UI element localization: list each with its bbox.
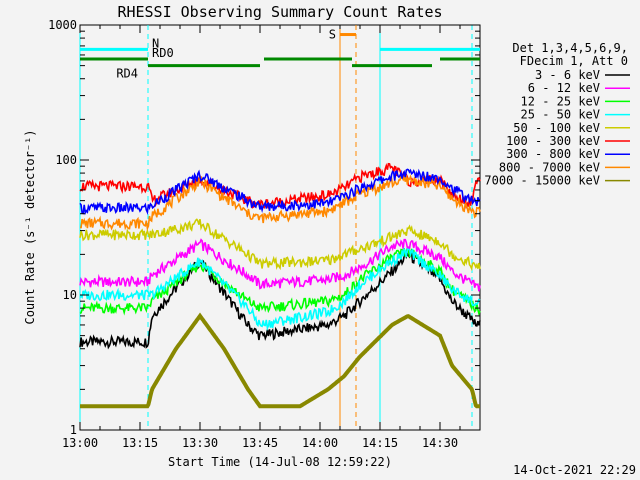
series-line bbox=[79, 247, 481, 332]
annotation-label: N bbox=[152, 36, 159, 50]
annotation-label: RD4 bbox=[116, 67, 138, 81]
legend-entry: 12 - 25 keV bbox=[521, 94, 600, 108]
x-tick-label: 13:00 bbox=[62, 436, 98, 450]
series-line bbox=[79, 218, 481, 272]
x-tick-label: 13:30 bbox=[182, 436, 218, 450]
y-axis-label: Count Rate (s⁻¹ detector⁻¹) bbox=[23, 129, 37, 324]
vertical-markers bbox=[79, 25, 473, 430]
x-tick-label: 13:15 bbox=[122, 436, 158, 450]
timestamp: 14-Oct-2021 22:29 bbox=[513, 463, 636, 477]
chart-title: RHESSI Observing Summary Count Rates bbox=[117, 3, 442, 21]
legend-header-1: Det 1,3,4,5,6,9, bbox=[512, 41, 628, 55]
legend-entry: 6 - 12 keV bbox=[528, 81, 600, 95]
legend-entry: 25 - 50 keV bbox=[521, 108, 600, 122]
legend-entry: 7000 - 15000 keV bbox=[484, 174, 600, 188]
series-line bbox=[80, 312, 480, 409]
series-line bbox=[79, 168, 481, 216]
y-tick-label: 1000 bbox=[48, 18, 77, 32]
series-line bbox=[79, 238, 481, 292]
plot-frame bbox=[79, 24, 481, 431]
series-line bbox=[79, 162, 481, 210]
x-tick-label: 14:15 bbox=[362, 436, 398, 450]
legend-entry: 50 - 100 keV bbox=[513, 121, 600, 135]
legend-entry: 100 - 300 keV bbox=[506, 134, 600, 148]
legend-entry: 800 - 7000 keV bbox=[499, 160, 600, 174]
x-tick-label: 14:00 bbox=[302, 436, 338, 450]
y-tick-label: 100 bbox=[55, 153, 77, 167]
series-line bbox=[79, 249, 481, 350]
series-layer bbox=[79, 162, 481, 409]
series-line bbox=[79, 173, 481, 232]
annotation-label: S bbox=[329, 28, 336, 42]
axis-ticks: 13:00 13:15 13:30 13:45 14:00 14:15 14:30 1 10 10… bbox=[48, 18, 481, 450]
legend-entry: 3 - 6 keV bbox=[535, 68, 600, 82]
legend: Det 1,3,4,5,6,9, FDecim 1, Att 0 3 - 6 k… bbox=[484, 41, 630, 188]
x-tick-label: 13:45 bbox=[242, 436, 278, 450]
x-axis-label: Start Time (14-Jul-08 12:59:22) bbox=[168, 455, 392, 469]
annotation-label: RD0 bbox=[152, 46, 174, 60]
legend-entry: 300 - 800 keV bbox=[506, 147, 600, 161]
y-tick-label: 10 bbox=[63, 288, 77, 302]
y-tick-label: 1 bbox=[70, 423, 77, 437]
x-tick-label: 14:30 bbox=[422, 436, 458, 450]
legend-header-2: FDecim 1, Att 0 bbox=[520, 54, 628, 68]
